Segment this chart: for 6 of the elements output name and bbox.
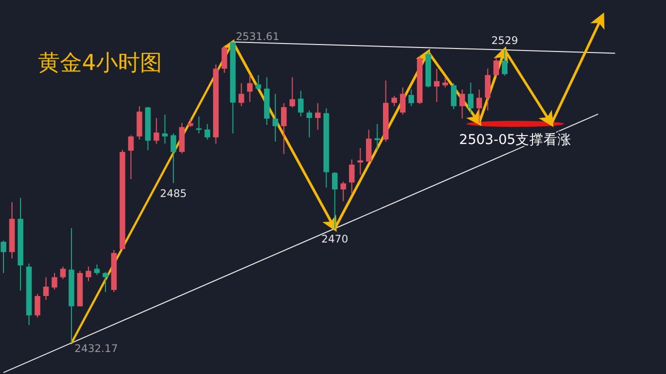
annotation: 2485: [160, 188, 187, 200]
annotation: 2531.61: [236, 31, 280, 43]
annotation: 2529: [491, 34, 518, 47]
chart-title: 黄金4小时图: [38, 51, 162, 76]
annotation: 2470: [321, 233, 348, 246]
annotation: 2432.17: [74, 343, 118, 355]
